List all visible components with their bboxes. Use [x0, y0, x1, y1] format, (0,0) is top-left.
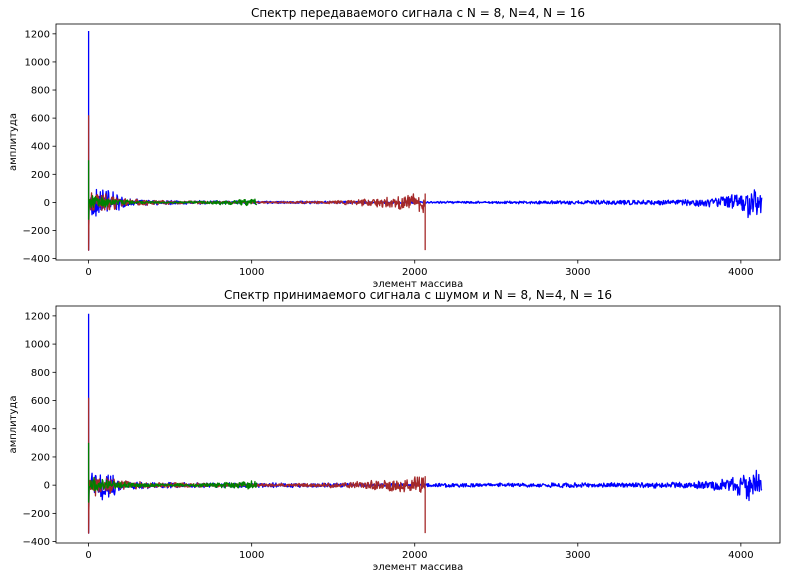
series-line-2	[87, 397, 426, 534]
x-tick-label: 3000	[565, 550, 590, 561]
y-tick-label: −400	[23, 537, 50, 548]
x-tick-label: 0	[85, 550, 91, 561]
y-tick-label: 800	[31, 368, 50, 379]
x-tick-label: 2000	[402, 267, 427, 278]
y-axis-label: амплитуда	[8, 396, 19, 454]
y-tick-label: 200	[31, 170, 50, 181]
chart-1: 0 1000 2000 3000 4000 −400 −200 0 200 400 600 800 10…	[8, 6, 781, 290]
series-line-3	[87, 442, 258, 503]
x-axis-label: элемент массива	[373, 279, 463, 290]
y-tick-label: 1200	[25, 29, 50, 40]
y-tick-label: 800	[31, 86, 50, 97]
y-tick-label: 600	[31, 114, 50, 125]
y-tick-label: 1200	[25, 311, 50, 322]
y-axis-label: амплитуда	[8, 113, 19, 171]
axes-frame	[55, 305, 781, 544]
chart-title: Спектр передаваемого сигнала с N = 8, N=…	[251, 6, 585, 20]
x-tick-label: 1000	[239, 550, 264, 561]
x-tick-label: 4000	[728, 267, 753, 278]
chart-2: 0 1000 2000 3000 4000 −400 −200 0 200 400 600 800 10…	[8, 288, 781, 573]
x-tick-label: 4000	[728, 550, 753, 561]
y-tick-label: 400	[31, 424, 50, 435]
chart-title: Спектр принимаемого сигнала с шумом и N …	[224, 288, 612, 302]
y-tick-label: 1000	[25, 57, 50, 68]
y-tick-label: −200	[23, 509, 50, 520]
y-tick-label: 0	[44, 481, 50, 492]
y-tick-label: 400	[31, 142, 50, 153]
x-tick-label: 1000	[239, 267, 264, 278]
y-tick-label: −200	[23, 226, 50, 237]
x-tick-label: 0	[85, 267, 91, 278]
x-tick-label: 2000	[402, 550, 427, 561]
y-tick-label: 1000	[25, 340, 50, 351]
y-tick-label: 600	[31, 396, 50, 407]
y-tick-label: −400	[23, 254, 50, 265]
plot-lines	[87, 313, 763, 534]
y-tick-label: 0	[44, 198, 50, 209]
x-tick-label: 3000	[565, 267, 590, 278]
axes-frame	[55, 23, 781, 261]
plot-lines	[87, 31, 763, 251]
series-line-2	[87, 115, 426, 251]
x-axis-label: элемент массива	[373, 562, 463, 573]
series-line-3	[87, 160, 258, 220]
y-tick-label: 200	[31, 452, 50, 463]
